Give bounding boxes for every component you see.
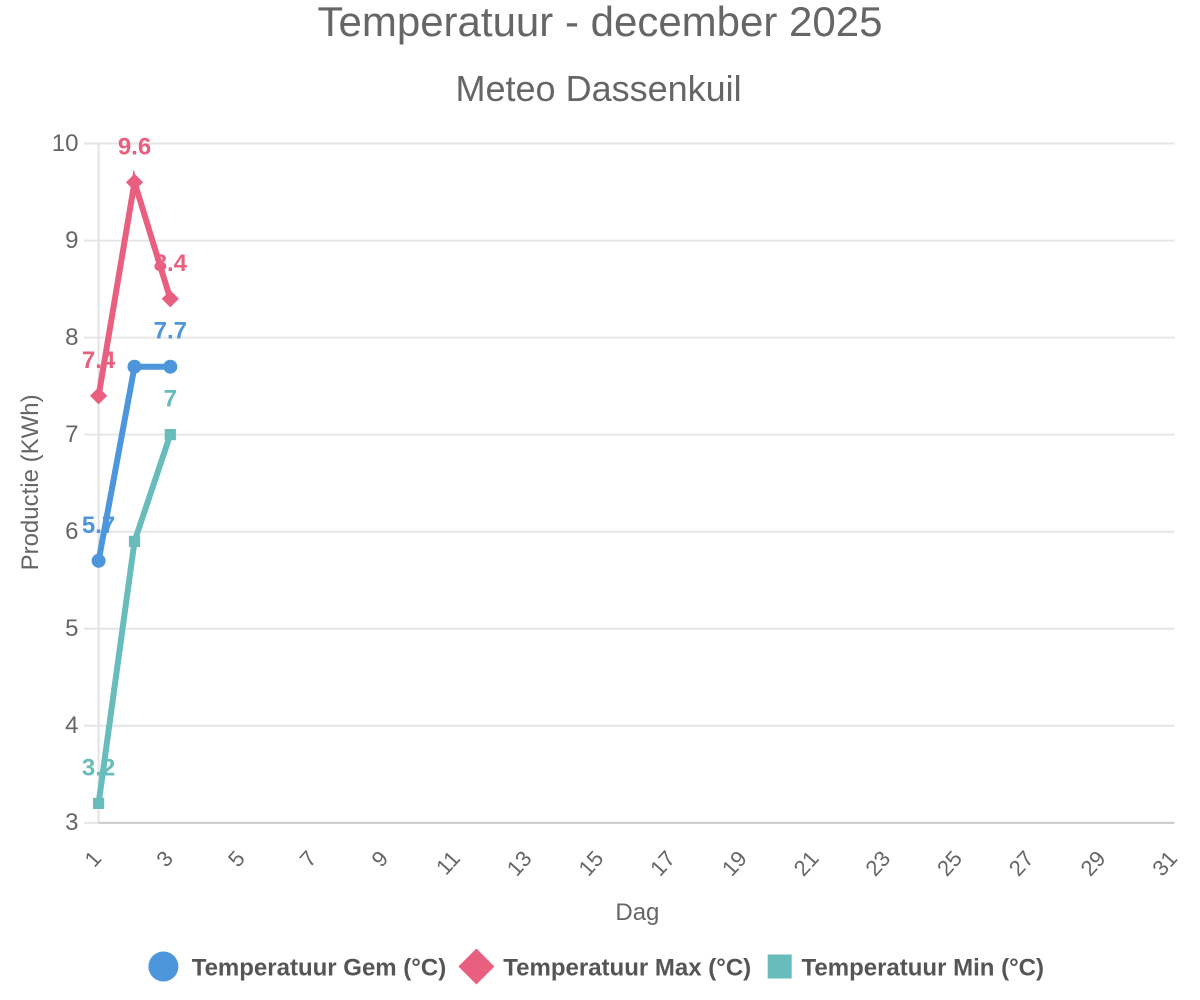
svg-text:7.4: 7.4 (82, 347, 116, 374)
svg-text:Productie (KWh): Productie (KWh) (17, 394, 44, 570)
svg-text:4: 4 (65, 712, 78, 739)
svg-text:6: 6 (65, 518, 78, 545)
svg-text:5: 5 (65, 615, 78, 642)
svg-text:7: 7 (164, 386, 177, 413)
svg-text:3: 3 (65, 809, 78, 836)
svg-text:Temperatuur Max (°C): Temperatuur Max (°C) (503, 954, 751, 981)
svg-text:Temperatuur Gem (°C): Temperatuur Gem (°C) (192, 954, 447, 981)
svg-text:7.7: 7.7 (154, 318, 187, 345)
svg-text:3.2: 3.2 (82, 754, 115, 781)
svg-text:9: 9 (65, 227, 78, 254)
svg-text:Meteo Dassenkuil: Meteo Dassenkuil (456, 68, 742, 109)
svg-text:5.7: 5.7 (82, 512, 115, 539)
svg-text:Temperatuur - december 2025: Temperatuur - december 2025 (318, 0, 883, 45)
svg-text:9.6: 9.6 (118, 133, 151, 160)
svg-text:Temperatuur Min (°C): Temperatuur Min (°C) (802, 954, 1044, 981)
svg-text:10: 10 (52, 130, 79, 157)
svg-text:Dag: Dag (615, 899, 659, 926)
svg-text:8: 8 (65, 324, 78, 351)
svg-text:7: 7 (65, 421, 78, 448)
